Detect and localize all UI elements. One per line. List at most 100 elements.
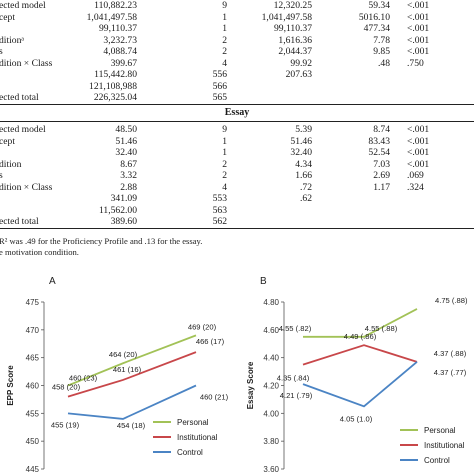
table-bottom-rule (0, 228, 474, 229)
y-tick-label: 4.20 (263, 382, 279, 391)
sum-of-squares-cell: 2.88 (120, 181, 137, 193)
df-cell: 562 (212, 216, 227, 227)
data-label: 466 (17) (196, 337, 225, 346)
sum-of-squares-cell: 226,325.04 (93, 92, 137, 103)
data-label: 4.55 (.82) (279, 324, 312, 333)
y-tick-label: 4.60 (263, 326, 279, 335)
mean-square-cell: 1,041,497.58 (261, 11, 312, 23)
sum-of-squares-cell: 110,882.23 (94, 0, 137, 11)
data-label: 4.05 (1.0) (340, 414, 373, 423)
table-row: s 4,088.74 2 2,044.37 9.85 <.001 (0, 46, 474, 58)
mean-square-cell: .72 (300, 181, 312, 193)
sum-of-squares-cell: 4,088.74 (103, 46, 137, 57)
f-value-cell: 477.34 (363, 23, 390, 34)
df-cell: 1 (222, 147, 227, 158)
source-cell: ected total (0, 92, 39, 103)
data-label: 4.37 (.77) (434, 368, 467, 377)
source-cell: s (0, 170, 3, 181)
data-label: 458 (20) (52, 383, 81, 392)
panel-label-b: B (260, 276, 267, 287)
p-value-cell: .324 (407, 181, 424, 193)
table-row: 99,110.37 1 99,110.37 477.34 <.001 (0, 23, 474, 35)
table-row: s 3.32 2 1.66 2.69 .069 (0, 170, 474, 182)
mean-square-cell: 4.34 (295, 158, 312, 170)
df-cell: 2 (222, 170, 227, 181)
df-cell: 2 (222, 46, 227, 57)
mean-square-cell: 207.63 (285, 69, 312, 80)
data-label: 4.75 (.88) (435, 296, 468, 305)
df-cell: 553 (212, 193, 227, 204)
mean-square-cell: 2,044.37 (278, 46, 312, 57)
table-row: ected model 48.50 9 5.39 8.74 <.001 (0, 124, 474, 136)
legend-label: Control (177, 448, 203, 457)
series-line-institutional (302, 344, 418, 366)
p-value-cell: <.001 (407, 34, 430, 46)
sum-of-squares-cell: 11,562.00 (98, 204, 137, 216)
p-value-cell: <.001 (407, 158, 430, 170)
legend-label: Control (424, 456, 450, 465)
mean-square-cell: 1.66 (295, 170, 312, 181)
legend-label: Personal (424, 426, 456, 435)
table-notes: R² was .49 for the Proficiency Profile a… (0, 236, 202, 258)
df-cell: 4 (222, 181, 227, 193)
source-cell: cept (0, 135, 15, 147)
f-value-cell: 5016.10 (358, 11, 390, 23)
data-label: 4.21 (.79) (280, 391, 313, 400)
y-tick-label: 4.40 (263, 354, 279, 363)
data-label: 4.37 (.88) (434, 349, 467, 358)
table-row: dition × Class 399.67 4 99.92 .48 .750 (0, 58, 474, 70)
df-cell: 566 (212, 80, 227, 92)
data-label: 4.55 (.88) (365, 324, 398, 333)
df-cell: 1 (222, 23, 227, 34)
mean-square-cell: 12,320.25 (273, 0, 312, 11)
sum-of-squares-cell: 51.46 (115, 135, 137, 147)
data-label: 464 (20) (109, 350, 138, 359)
mean-square-cell: 51.46 (290, 135, 312, 147)
source-cell: s (0, 46, 3, 57)
table-row: 115,442.80 556 207.63 (0, 69, 474, 81)
mean-square-cell: 32.40 (290, 147, 312, 158)
data-label: 460 (21) (200, 393, 229, 402)
y-tick-label: 4.00 (263, 409, 279, 418)
f-value-cell: 7.78 (373, 34, 390, 46)
df-cell: 9 (222, 0, 227, 11)
table-row: 121,108,988 566 (0, 81, 474, 93)
legend-label: Institutional (177, 433, 218, 442)
f-value-cell: 59.34 (368, 0, 390, 11)
y-tick-label: 3.60 (263, 465, 279, 474)
sum-of-squares-cell: 32.40 (115, 147, 137, 158)
table-row: 11,562.00 563 (0, 205, 474, 217)
source-cell: ditionᵃ (0, 34, 25, 46)
p-value-cell: <.001 (407, 135, 430, 147)
y-tick-label: 455 (26, 409, 40, 418)
p-value-cell: <.001 (407, 11, 430, 23)
y-tick-label: 3.80 (263, 437, 279, 446)
table-row: ected total 389.60 562 (0, 216, 474, 228)
source-cell: cept (0, 11, 15, 23)
mean-square-cell: .62 (300, 193, 312, 204)
y-tick-label: 4.80 (263, 298, 279, 307)
epp-score-line-chart: 445 450 455 460 465 470 475 EPP Score 460 (23) 46… (6, 298, 229, 474)
sum-of-squares-cell: 121,108,988 (89, 80, 137, 92)
sum-of-squares-cell: 341.09 (110, 193, 137, 204)
f-value-cell: 9.85 (373, 46, 390, 57)
y-tick-label: 465 (26, 354, 40, 363)
legend-label: Institutional (424, 441, 465, 450)
data-label: 454 (18) (117, 421, 146, 430)
data-label: 469 (20) (188, 322, 217, 331)
table-row: cept 51.46 1 51.46 83.43 <.001 (0, 136, 474, 148)
table-row: cept 1,041,497.58 1 1,041,497.58 5016.10 <.00… (0, 12, 474, 24)
p-value-cell: <.001 (407, 46, 430, 57)
essay-score-line-chart: 3.60 3.80 4.00 4.20 4.40 4.60 4.80 Essay Score 4… (246, 296, 468, 474)
p-value-cell: .750 (407, 57, 424, 69)
y-tick-label: 460 (26, 382, 40, 391)
table-row: ditionᵃ 3,232.73 2 1,616.36 7.78 <.001 (0, 35, 474, 47)
series-line-control (302, 361, 418, 408)
df-cell: 9 (222, 124, 227, 135)
f-value-cell: 7.03 (373, 158, 390, 170)
source-cell: ected model (0, 124, 46, 135)
sum-of-squares-cell: 48.50 (115, 124, 137, 135)
sum-of-squares-cell: 1,041,497.58 (86, 11, 137, 23)
table-divider (0, 104, 474, 105)
source-cell: ected total (0, 216, 39, 227)
